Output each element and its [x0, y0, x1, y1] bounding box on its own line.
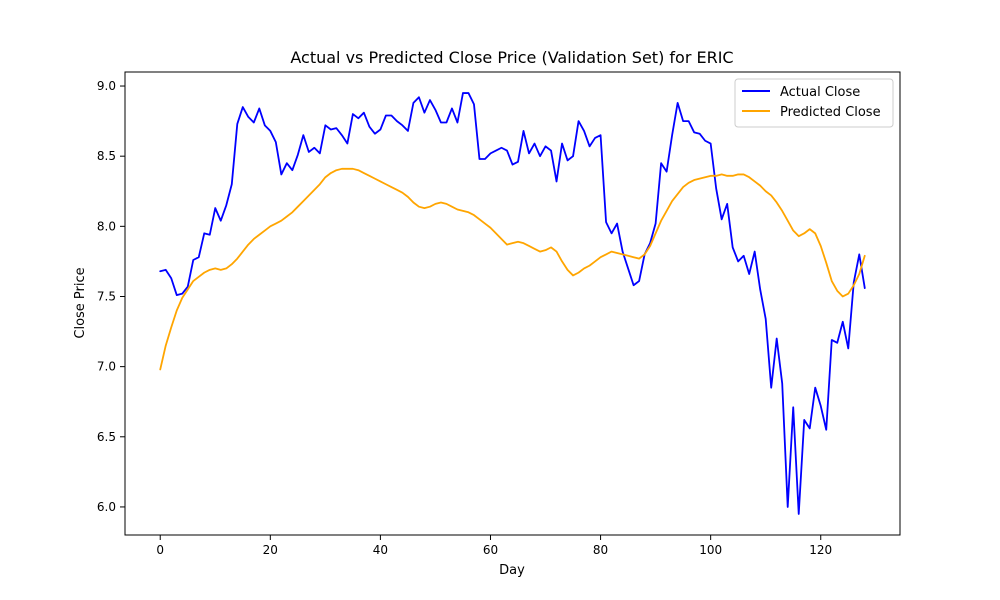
x-axis-label: Day: [499, 563, 525, 578]
x-tick-label: 80: [593, 543, 608, 557]
y-tick-label: 6.5: [97, 430, 116, 444]
x-axis: 0 20 40 60 80 100 120: [156, 535, 832, 557]
x-tick-label: 60: [483, 543, 498, 557]
y-tick-label: 7.5: [97, 289, 116, 303]
y-axis: 6.0 6.5 7.0 7.5 8.0 8.5 9.0: [97, 79, 125, 514]
x-tick-label: 100: [699, 543, 722, 557]
y-tick-label: 8.5: [97, 149, 116, 163]
series-line-predicted-close: [159, 167, 866, 371]
series-line-actual-close: [159, 92, 866, 515]
x-tick-label: 40: [373, 543, 388, 557]
x-tick-label: 20: [263, 543, 278, 557]
plot-area: [124, 71, 901, 536]
series-layer: [159, 92, 866, 515]
y-axis-label: Close Price: [73, 267, 88, 338]
chart-title: Actual vs Predicted Close Price (Validat…: [290, 48, 733, 67]
x-tick-label: 0: [156, 543, 164, 557]
legend-label-predicted: Predicted Close: [780, 105, 881, 120]
y-tick-label: 8.0: [97, 219, 116, 233]
legend-box: [734, 78, 894, 128]
x-tick-label: 120: [809, 543, 832, 557]
y-tick-label: 9.0: [97, 79, 116, 93]
legend: Actual Close Predicted Close: [734, 78, 894, 128]
y-tick-label: 6.0: [97, 500, 116, 514]
y-tick-label: 7.0: [97, 360, 116, 374]
legend-label-actual: Actual Close: [780, 85, 860, 100]
